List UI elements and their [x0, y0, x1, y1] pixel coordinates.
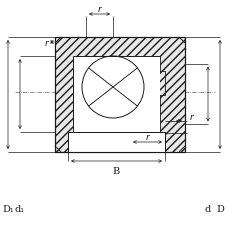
Text: D: D	[215, 204, 223, 214]
Text: r: r	[189, 113, 193, 122]
Bar	[55, 38, 184, 152]
Text: B: B	[112, 167, 119, 176]
Bar	[73, 57, 82, 132]
Bar	[143, 57, 159, 132]
Text: D₁: D₁	[2, 204, 14, 214]
Bar	[68, 132, 164, 152]
Bar	[55, 38, 184, 152]
Text: r: r	[145, 133, 149, 142]
Text: r: r	[45, 38, 49, 47]
Text: d₁: d₁	[15, 204, 25, 214]
Bar	[151, 72, 164, 95]
Text: d: d	[204, 204, 210, 214]
Bar	[73, 57, 159, 132]
Text: r: r	[98, 5, 101, 14]
Circle shape	[82, 57, 143, 118]
